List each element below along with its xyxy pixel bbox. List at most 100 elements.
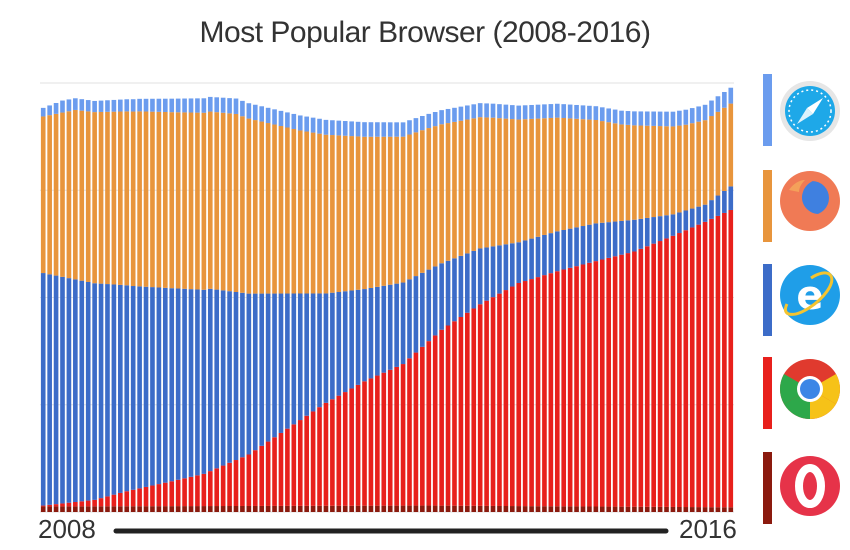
bar-segment-chrome [683,230,689,508]
bar-segment-firefox [291,128,297,294]
bar-stack [92,100,97,512]
bar-segment-opera [111,506,117,512]
bar-segment-chrome [105,496,110,507]
bar-stack [182,98,187,512]
bar-stack [220,97,226,512]
bar-segment-internet-explorer [407,279,412,359]
bar-segment-opera [503,506,509,512]
bar-stack [529,104,534,512]
bar-segment-internet-explorer [625,220,631,254]
bar-segment-internet-explorer [85,281,91,501]
bar-segment-safari [477,103,483,118]
bar-segment-opera [407,505,412,512]
bar-segment-chrome [670,235,676,507]
bar-segment-internet-explorer [53,275,59,505]
bar-segment-internet-explorer [66,278,72,503]
bar-stack [381,122,387,512]
bar-segment-chrome [240,457,245,506]
bar-segment-internet-explorer [432,266,438,336]
bar-stack [497,104,502,512]
bar-segment-safari [317,118,322,134]
bar-stack [484,103,489,512]
bar-stack [323,119,329,512]
bar-segment-chrome [130,489,136,507]
bar-segment-safari [252,104,258,121]
bar-segment-chrome [497,293,502,506]
bar-segment-internet-explorer [233,292,239,461]
bar-segment-opera [567,506,573,512]
bar-segment-internet-explorer [220,290,226,466]
bar-segment-opera [606,506,612,512]
bar-segment-firefox [285,127,290,294]
bar-stack [535,104,541,512]
bar-segment-chrome [143,486,149,507]
bar-segment-opera [188,506,194,512]
bar-segment-safari [85,100,91,112]
bar-segment-opera [696,507,701,512]
bar-segment-opera [124,506,130,512]
bar-segment-opera [105,506,110,512]
bar-segment-firefox [252,120,258,294]
bar-segment-chrome [567,267,573,507]
bar-segment-internet-explorer [606,222,612,258]
bar-segment-internet-explorer [137,286,142,489]
bar-segment-opera [394,505,399,512]
bar-segment-chrome [632,251,637,507]
bar-stack [400,122,406,512]
bar-segment-firefox [587,119,592,225]
bar-segment-firefox [722,107,727,191]
bar-segment-opera [426,505,432,512]
bar-segment-opera [259,505,265,512]
bar-segment-firefox [169,112,175,289]
bar-segment-internet-explorer [227,291,232,463]
bar-segment-safari [150,98,155,112]
bar-segment-opera [477,505,483,512]
bar-segment-internet-explorer [612,221,618,257]
bar-stack [259,106,265,512]
bar-segment-opera [175,506,181,512]
bar-segment-internet-explorer [387,284,393,370]
bar-stack [516,105,522,512]
bar-segment-opera [722,507,727,512]
bar-segment-opera [330,505,335,512]
bar-segment-chrome [432,335,438,506]
bar-segment-safari [709,100,714,117]
bar-stack [407,120,412,512]
bar-segment-internet-explorer [240,292,245,458]
bar-segment-internet-explorer [709,200,714,219]
bar-segment-internet-explorer [644,217,650,247]
bar-stack [574,104,579,512]
bar-segment-opera [587,506,592,512]
bar-segment-safari [169,98,175,113]
bar-segment-opera [323,505,329,512]
bar-segment-safari [606,108,612,123]
bar-segment-internet-explorer [323,293,329,403]
bar-segment-firefox [227,113,232,292]
bar-segment-firefox [535,118,541,237]
bar-segment-internet-explorer [593,223,599,262]
bar-segment-chrome [728,209,734,508]
legend-bar-opera [763,452,772,524]
bar-segment-opera [317,505,322,512]
bar-segment-internet-explorer [702,204,708,222]
bar-segment-safari [625,111,631,125]
bar-segment-safari [644,111,650,126]
bar-segment-opera [233,505,239,512]
bar-segment-firefox [715,111,721,196]
bar-segment-chrome [150,485,155,507]
x-axis-end-label: 2016 [679,514,737,544]
bar-segment-chrome [124,491,130,507]
bar-segment-opera [381,505,387,512]
bar-stack [625,111,631,512]
bar-segment-chrome [291,424,297,506]
bar-segment-internet-explorer [207,288,213,472]
bar-segment-internet-explorer [567,228,573,268]
bar-segment-firefox [381,136,387,286]
bar-segment-safari [394,122,399,137]
bar-segment-opera [85,506,91,512]
bar-segment-internet-explorer [79,280,85,502]
bar-segment-internet-explorer [111,284,117,495]
bar-segment-internet-explorer [47,274,52,505]
bar-segment-internet-explorer [175,288,181,480]
bar-segment-safari [291,113,297,129]
